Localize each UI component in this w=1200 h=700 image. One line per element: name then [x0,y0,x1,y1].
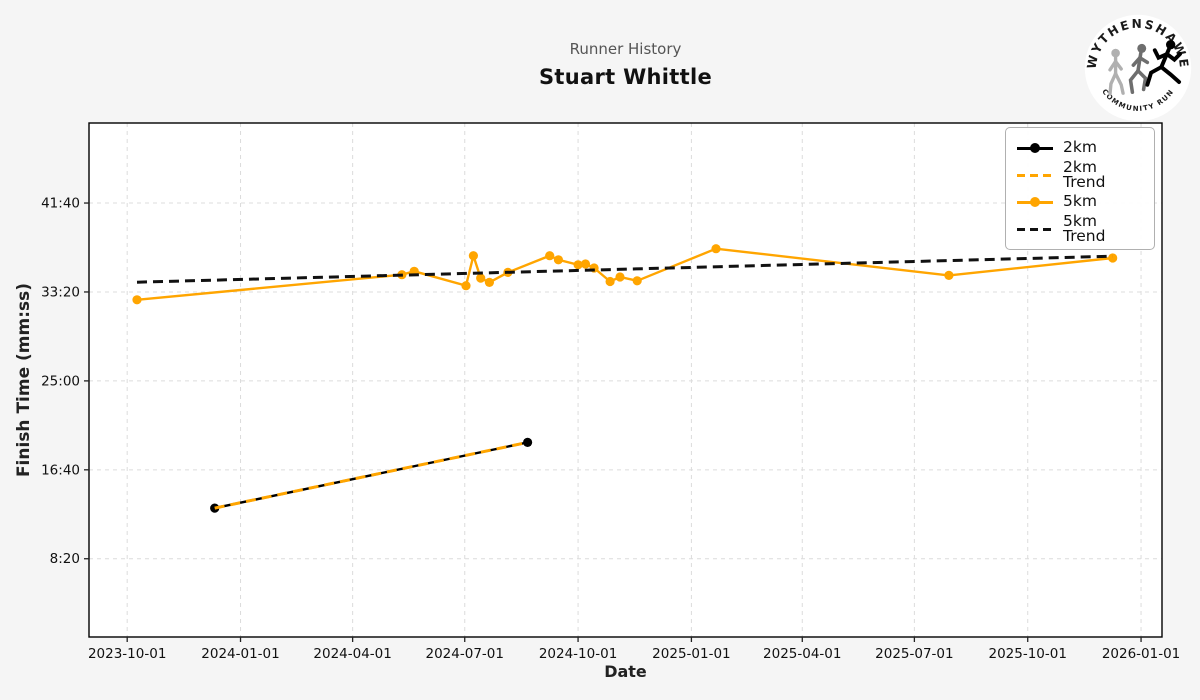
legend-item-label: 5km Trend [1063,211,1106,245]
legend-item: 5km Trend [1017,213,1143,244]
runner-silhouette-sprinting [1145,40,1182,87]
series-line-2km-trend [214,440,528,510]
legend-item: 2km Trend [1017,159,1143,190]
plot-area [89,123,1162,637]
runner-silhouette-jogging [1128,43,1150,95]
svg-text:2025-01-01: 2025-01-01 [652,646,730,662]
y-axis-label: Finish Time (mm:ss) [14,282,34,478]
runner-silhouette-walking [1108,48,1125,96]
legend-sample-line [1017,197,1053,207]
x-axis-label: Date [604,662,647,681]
gridlines [89,123,1162,637]
legend-item: 5km [1017,190,1143,214]
series-markers-5km [132,244,1118,305]
legend: 2km 2km Trend 5km 5km Trend [1005,127,1155,250]
legend-marker-dot [1030,197,1040,207]
svg-text:2023-10-01: 2023-10-01 [88,646,166,662]
svg-text:41:40: 41:40 [41,196,80,212]
svg-text:2024-04-01: 2024-04-01 [313,646,391,662]
svg-text:2026-01-01: 2026-01-01 [1102,646,1180,662]
legend-item-label: 2km [1063,138,1097,157]
legend-item-label: 2km Trend [1063,157,1106,191]
legend-item: 2km [1017,136,1143,160]
svg-text:25:00: 25:00 [41,373,80,389]
svg-text:2025-07-01: 2025-07-01 [875,646,953,662]
legend-sample-line [1017,143,1053,153]
x-axis-ticks: 2023-10-01 2024-01-01 2024-04-01 2024-07-01… [88,637,1180,662]
legend-sample-line [1017,224,1053,234]
svg-text:2024-01-01: 2024-01-01 [201,646,279,662]
svg-text:2024-10-01: 2024-10-01 [539,646,617,662]
plot-frame [88,122,1163,638]
svg-text:2024-07-01: 2024-07-01 [426,646,504,662]
svg-text:8:20: 8:20 [50,551,80,567]
legend-sample-line [1017,170,1053,180]
svg-text:16:40: 16:40 [41,462,80,478]
series-line-5km-trend [136,254,1113,284]
legend-marker-dot [1030,143,1040,153]
y-axis-ticks: 8:20 16:40 25:00 33:20 41:40 [41,196,89,567]
club-logo: WYTHENSHAWE COMMUNITY RUN [1085,14,1192,122]
series-markers-2km [210,437,533,513]
svg-text:2025-10-01: 2025-10-01 [988,646,1066,662]
svg-text:2025-04-01: 2025-04-01 [763,646,841,662]
legend-item-label: 5km [1063,192,1097,211]
svg-text:33:20: 33:20 [41,284,80,300]
